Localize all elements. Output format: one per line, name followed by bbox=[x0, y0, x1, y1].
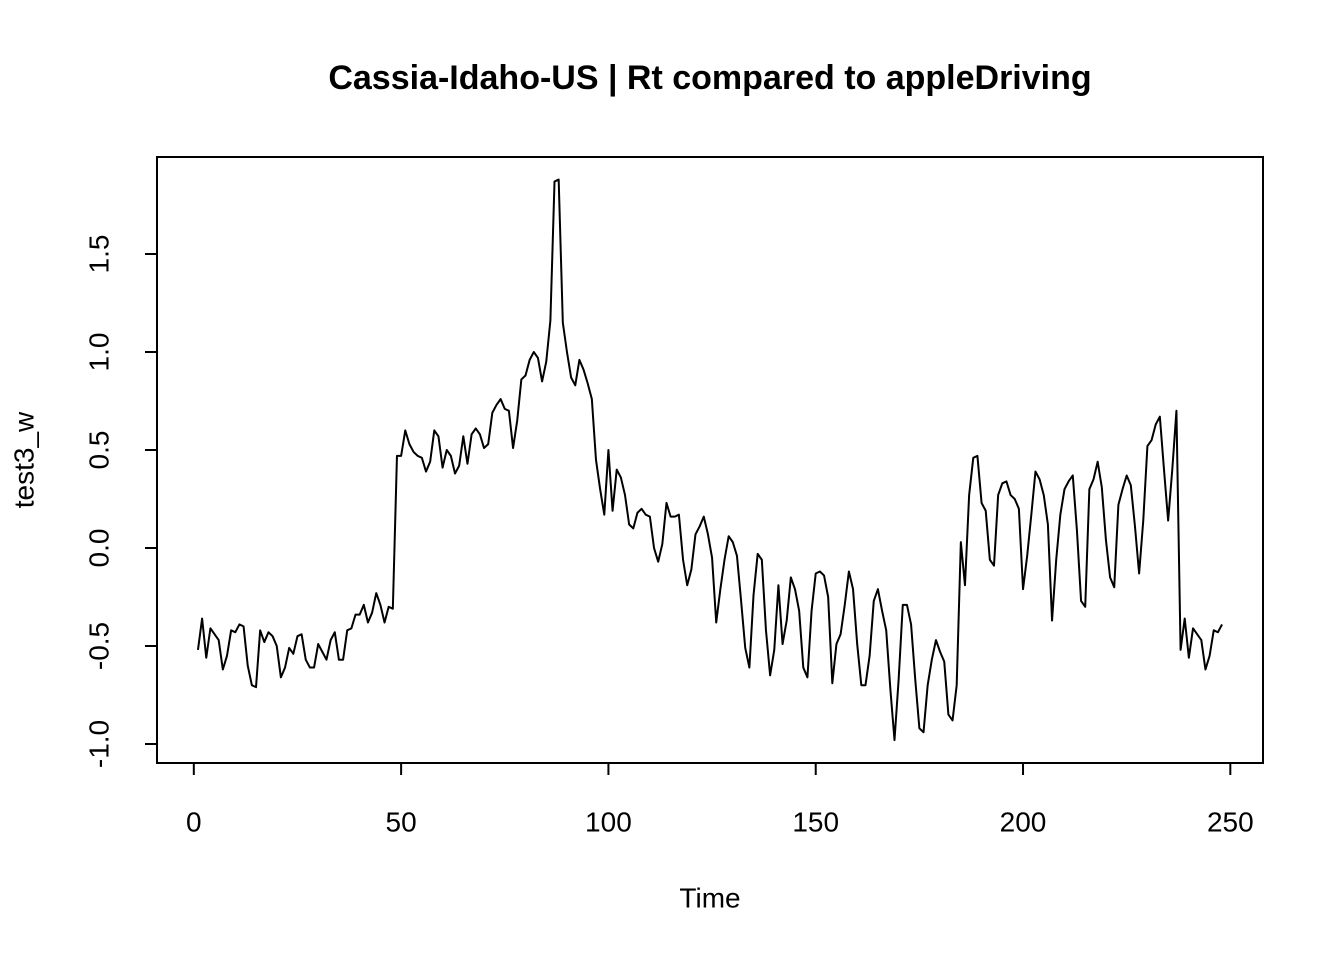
x-tick-label: 50 bbox=[386, 806, 417, 837]
x-tick-label: 200 bbox=[1000, 806, 1047, 837]
chart-title: Cassia-Idaho-US | Rt compared to appleDr… bbox=[328, 59, 1091, 97]
x-tick-label: 250 bbox=[1207, 806, 1254, 837]
y-tick-label: 1.0 bbox=[83, 333, 114, 372]
data-line bbox=[196, 178, 1223, 742]
x-tick-label: 0 bbox=[186, 806, 202, 837]
y-tick-label: -1.0 bbox=[83, 720, 114, 768]
y-tick-label: 0.0 bbox=[83, 529, 114, 568]
x-tick-label: 150 bbox=[792, 806, 839, 837]
y-tick-label: 1.5 bbox=[83, 235, 114, 274]
y-axis-label: test3_w bbox=[8, 411, 39, 508]
x-tick-label: 100 bbox=[585, 806, 632, 837]
y-tick-label: -0.5 bbox=[83, 622, 114, 670]
y-tick-label: 0.5 bbox=[83, 431, 114, 470]
x-axis-label: Time bbox=[679, 882, 740, 913]
